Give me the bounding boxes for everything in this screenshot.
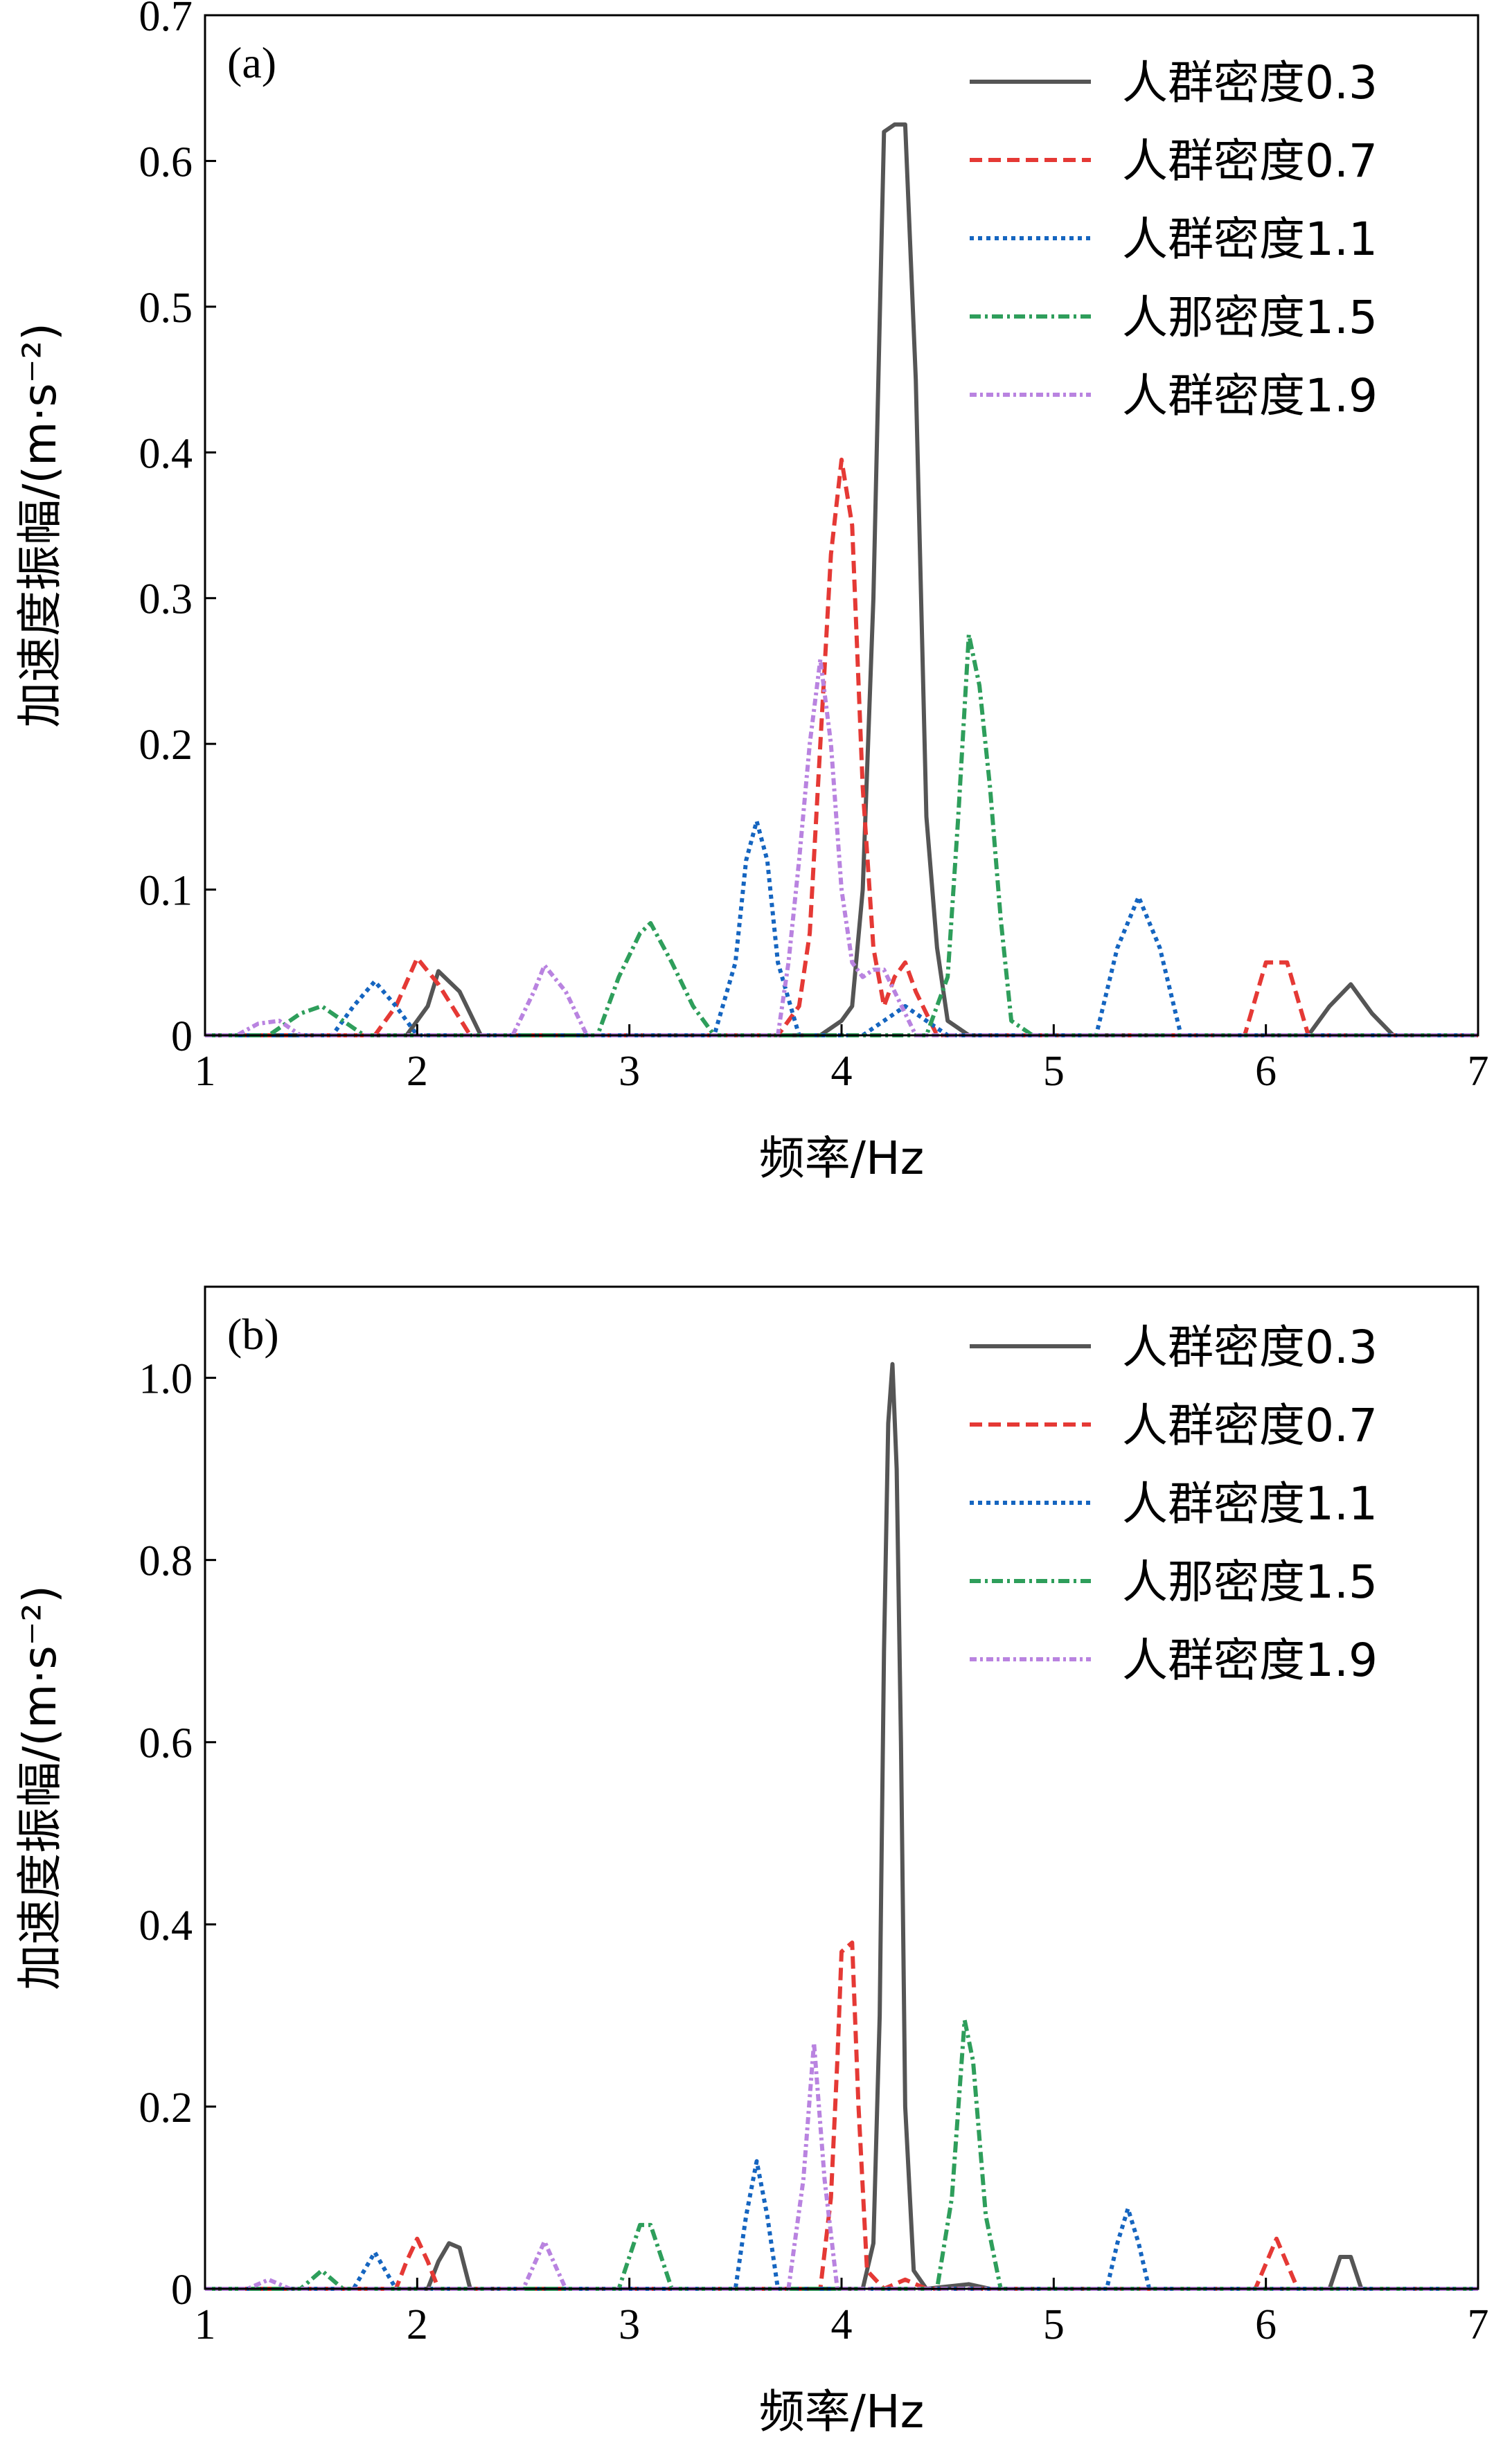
- series-line-1: [205, 1940, 1478, 2291]
- y-tick-label: 0: [171, 1013, 193, 1060]
- x-tick-label: 3: [619, 1048, 640, 1095]
- legend-label: 人群密度1.1: [1122, 213, 1378, 266]
- y-axis-title: 加速度振幅/(m·s⁻²): [13, 1585, 66, 1990]
- y-tick-label: 0: [171, 2267, 193, 2314]
- legend-label: 人群密度0.7: [1122, 134, 1378, 188]
- legend-label: 人群密度1.9: [1122, 369, 1378, 422]
- y-tick-label: 0.6: [139, 1720, 193, 1767]
- x-tick-label: 6: [1255, 2301, 1277, 2348]
- chart-panel-b: 1 2 3 4 5 6 7 0 0.2 0.4 0.6 0.8 1.0 频率/Hz 加速度振幅/(m·s⁻²…: [13, 1285, 1489, 2438]
- y-tick-label: 0.4: [139, 1902, 193, 1949]
- x-tick-label: 4: [831, 1048, 853, 1095]
- x-axis-title: 频率/Hz: [759, 2385, 925, 2438]
- legend-label: 人群密度0.7: [1122, 1399, 1378, 1452]
- series-line-2: [205, 819, 1478, 1037]
- legend: 人群密度0.3 人群密度0.7 人群密度1.1 人那密度1.5 人群密度1.9: [970, 56, 1378, 422]
- y-tick-label: 0.3: [139, 576, 193, 623]
- series-line-3: [205, 632, 1478, 1037]
- chart-panel-a: 1 2 3 4 5 6 7 0 0.1 0.2 0.3 0.4 0.5 0.6 0.7 频率/Hz 加速度振幅/…: [13, 0, 1489, 1185]
- y-tick-label: 0.6: [139, 139, 193, 186]
- x-tick-label: 1: [195, 1048, 216, 1095]
- legend-label: 人那密度1.5: [1122, 291, 1378, 344]
- x-axis-title: 频率/Hz: [759, 1132, 925, 1185]
- series-line-4: [205, 2040, 1478, 2291]
- legend-label: 人群密度0.3: [1122, 1321, 1378, 1374]
- legend-label: 人群密度1.9: [1122, 1634, 1378, 1687]
- series-line-4: [205, 657, 1478, 1037]
- x-tick-label: 2: [407, 1048, 428, 1095]
- panel-label: (b): [227, 1310, 279, 1359]
- x-tick-label: 7: [1468, 2301, 1489, 2348]
- x-tick-label: 2: [407, 2301, 428, 2348]
- x-tick-label: 7: [1468, 1048, 1489, 1095]
- y-axis-title: 加速度振幅/(m·s⁻²): [13, 323, 66, 728]
- x-tick-label: 5: [1043, 1048, 1065, 1095]
- legend-label: 人那密度1.5: [1122, 1555, 1378, 1609]
- series-line-3: [205, 2017, 1478, 2291]
- y-tick-label: 0.7: [139, 0, 193, 40]
- y-tick-label: 0.2: [139, 2084, 193, 2132]
- y-tick-label: 0.5: [139, 285, 193, 332]
- series-line-1: [205, 457, 1478, 1037]
- x-tick-label: 6: [1255, 1048, 1277, 1095]
- y-tick-label: 0.1: [139, 868, 193, 915]
- x-tick-label: 1: [195, 2301, 216, 2348]
- y-tick-label: 0.4: [139, 430, 193, 477]
- x-tick-label: 3: [619, 2301, 640, 2348]
- x-tick-label: 5: [1043, 2301, 1065, 2348]
- panel-label: (a): [227, 38, 276, 87]
- legend-label: 人群密度1.1: [1122, 1477, 1378, 1530]
- y-tick-label: 0.2: [139, 722, 193, 769]
- y-tick-label: 0.8: [139, 1538, 193, 1585]
- x-tick-label: 4: [831, 2301, 853, 2348]
- legend-label: 人群密度0.3: [1122, 56, 1378, 109]
- series-line-0: [205, 122, 1478, 1037]
- series-line-2: [205, 2159, 1478, 2291]
- series-line-0: [205, 1362, 1478, 2291]
- y-tick-label: 1.0: [139, 1356, 193, 1403]
- legend: 人群密度0.3 人群密度0.7 人群密度1.1 人那密度1.5 人群密度1.9: [970, 1321, 1378, 1687]
